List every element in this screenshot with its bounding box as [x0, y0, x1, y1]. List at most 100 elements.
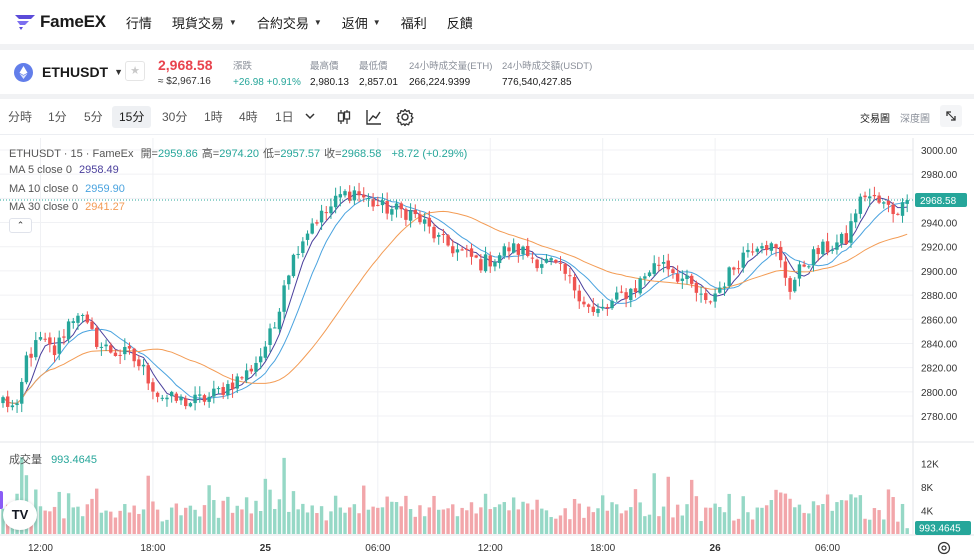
candle-body	[905, 200, 909, 204]
candle-body	[511, 243, 516, 253]
timeframe-tab[interactable]: 分時	[8, 110, 33, 124]
candle-body	[310, 223, 314, 234]
volume-bar	[95, 488, 99, 534]
nav-item[interactable]: 反饋	[447, 13, 473, 32]
volume-bar	[338, 507, 343, 534]
candle-body	[57, 337, 61, 354]
volume-bar	[90, 498, 94, 534]
ticker-stat-value: 2,980.13	[310, 77, 349, 88]
candle-body	[568, 275, 572, 277]
price-tick-label: 2780.00	[921, 412, 958, 423]
trading-chart-tab[interactable]: 交易圖	[860, 114, 890, 125]
chart-settings-icon[interactable]	[937, 541, 951, 560]
indicators-icon[interactable]	[364, 107, 384, 127]
volume-bar	[216, 517, 221, 534]
timeframe-tab[interactable]: 15分	[112, 106, 152, 128]
ticker-stat-label: 最高價	[310, 61, 339, 72]
candle-body	[811, 249, 816, 266]
volume-bar	[305, 512, 310, 534]
timeframe-tab[interactable]: 4時	[239, 110, 258, 124]
candle-body	[221, 387, 225, 395]
symbol-selector[interactable]: ETHUSDT ▼	[42, 64, 123, 80]
ticker-stat: 最高價 2,980.13	[310, 58, 349, 88]
timeframe-tab[interactable]: 5分	[84, 110, 103, 124]
volume-bar	[109, 511, 113, 534]
price-tick-label: 2800.00	[921, 388, 958, 399]
favorite-star-icon[interactable]: ★	[125, 61, 145, 81]
time-tick-label: 12:00	[478, 543, 503, 554]
nav-item[interactable]: 合約交易 ▼	[257, 13, 322, 32]
brand-logo[interactable]: FameEX	[14, 12, 106, 32]
candle-body	[858, 196, 863, 214]
candle-body	[287, 275, 291, 285]
volume-bar	[301, 503, 305, 534]
volume-bar	[760, 507, 764, 534]
volume-bar	[347, 507, 352, 534]
candle-body	[427, 217, 432, 227]
price-chart[interactable]: 2968.58 3000.00 2980.00 2940.00 2920.00 2900.…	[0, 138, 974, 558]
timeframe-tab[interactable]: 30分	[162, 110, 188, 124]
ohlc-value: 2974.20	[219, 148, 259, 160]
volume-bar	[151, 501, 155, 534]
side-tab[interactable]	[0, 491, 3, 509]
timeframe-tab[interactable]: 1日	[275, 110, 294, 124]
volume-bar	[774, 489, 778, 534]
collapse-legend-button[interactable]: ⌃	[9, 218, 32, 233]
candle-body	[783, 261, 788, 278]
candle-body	[268, 328, 272, 345]
volume-bar	[230, 512, 235, 534]
candle-body	[230, 382, 235, 390]
volume-bar	[694, 496, 699, 534]
volume-bar	[544, 510, 549, 534]
candle-body	[305, 233, 310, 240]
volume-bar	[853, 497, 858, 534]
candle-body	[408, 210, 413, 221]
candle-body	[132, 348, 136, 362]
volume-bar	[900, 503, 905, 534]
volume-bar	[57, 491, 61, 534]
timeframe-tab[interactable]: 1分	[48, 110, 67, 124]
timeframe-tab[interactable]: 1時	[204, 110, 223, 124]
top-nav: FameEX 行情 現貨交易 ▼ 合約交易 ▼ 返佣 ▼ 福利 反饋	[0, 0, 974, 44]
volume-bar	[647, 514, 652, 534]
ticker-stat: 24小時成交額(USDT) 776,540,427.85	[502, 58, 592, 88]
price-tick-label: 2880.00	[921, 291, 958, 302]
volume-bar	[160, 521, 164, 534]
candle-body	[380, 200, 385, 206]
candle-body	[179, 396, 183, 401]
ma-label: MA 10 close 0	[9, 182, 79, 195]
brand-name: FameEX	[40, 12, 106, 31]
nav-item[interactable]: 福利	[401, 13, 427, 32]
candle-body	[671, 269, 675, 274]
tradingview-logo-icon[interactable]: TV	[3, 500, 37, 530]
volume-bar	[263, 478, 268, 534]
candle-body	[385, 201, 389, 214]
depth-chart-tab[interactable]: 深度圖	[900, 114, 930, 125]
volume-bar	[371, 506, 375, 534]
ticker-divider	[0, 94, 974, 99]
volume-bar	[643, 516, 647, 534]
volume-bar	[184, 507, 188, 534]
candle-body	[244, 370, 249, 381]
price-tick-label: 2840.00	[921, 339, 958, 350]
candle-body	[839, 233, 844, 244]
fullscreen-icon[interactable]	[940, 105, 962, 127]
ticker-stat-value: 266,224.9399	[409, 77, 471, 88]
volume-value: 993.4645	[51, 454, 97, 466]
candle-body	[62, 336, 66, 338]
ohlc-key: 低=	[262, 148, 281, 160]
volume-bar	[441, 509, 446, 534]
candlestick-type-icon[interactable]	[334, 107, 354, 127]
candle-body	[394, 203, 399, 210]
volume-bar	[718, 506, 722, 534]
volume-bar	[657, 516, 661, 534]
volume-tick-label: 4K	[921, 507, 934, 518]
volume-bar	[825, 494, 830, 534]
settings-gear-icon[interactable]	[395, 107, 415, 127]
nav-item[interactable]: 現貨交易 ▼	[172, 13, 237, 32]
volume-bar	[844, 500, 848, 534]
nav-item[interactable]: 行情	[126, 13, 152, 32]
timeframe-more-chevron-icon[interactable]	[304, 109, 316, 127]
nav-item[interactable]: 返佣 ▼	[342, 13, 381, 32]
volume-bar	[736, 518, 741, 534]
